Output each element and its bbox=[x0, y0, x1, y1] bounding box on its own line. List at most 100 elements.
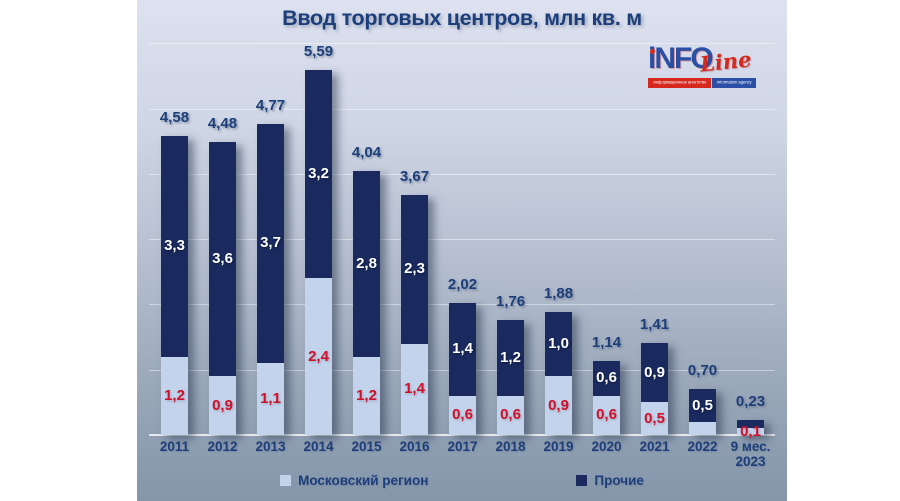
chart-title: Ввод торговых центров, млн кв. м bbox=[282, 6, 642, 30]
bar-others-value-label: 0,5 bbox=[692, 396, 713, 414]
chart-legend: Московский регион Прочие bbox=[137, 473, 787, 488]
bar-segment-others bbox=[161, 135, 188, 357]
gridline bbox=[149, 43, 775, 45]
bar-others-value-label: 3,7 bbox=[260, 234, 281, 252]
bar-total-label: 1,14 bbox=[591, 333, 622, 351]
x-axis-category-label: 2013 bbox=[255, 439, 286, 454]
bar-total-label: 0,70 bbox=[687, 362, 718, 380]
infoline-logo: iNFO Line информационное агентство infor… bbox=[648, 42, 764, 92]
bar-9-мес.-2023 bbox=[737, 419, 764, 435]
bar-2019 bbox=[545, 312, 572, 435]
bar-others-value-label: 0,9 bbox=[644, 363, 665, 381]
bar-segment-moscow-region bbox=[449, 395, 476, 435]
legend-label-moscow-region: Московский регион bbox=[298, 473, 429, 488]
bar-segment-others bbox=[737, 419, 764, 429]
legend-entry-others: Прочие bbox=[576, 473, 644, 488]
x-axis-category-label: 2018 bbox=[495, 439, 526, 454]
bar-2018 bbox=[497, 320, 524, 435]
bar-moscow-value-label: 2,4 bbox=[308, 347, 329, 365]
gridline bbox=[149, 239, 775, 241]
legend-entry-moscow-region: Московский регион bbox=[280, 473, 428, 488]
bar-2021 bbox=[641, 342, 668, 435]
bar-segment-moscow-region bbox=[641, 402, 668, 435]
infoline-logo-banner: информационное агентство information age… bbox=[648, 78, 756, 88]
bar-moscow-value-label: 0,5 bbox=[644, 409, 665, 427]
bar-moscow-value-label: 0,6 bbox=[452, 406, 473, 424]
bar-2016 bbox=[401, 195, 428, 435]
infoline-tagline-ru: информационное агентство bbox=[648, 78, 711, 88]
bar-others-value-label: 0,6 bbox=[596, 369, 617, 387]
bar-2017 bbox=[449, 303, 476, 435]
bar-segment-moscow-region bbox=[593, 395, 620, 435]
bar-others-value-label: 1,2 bbox=[500, 348, 521, 366]
bar-moscow-value-label: 1,2 bbox=[356, 386, 377, 404]
bar-total-label: 4,04 bbox=[351, 144, 382, 162]
bar-segment-moscow-region bbox=[161, 356, 188, 435]
bar-segment-moscow-region bbox=[209, 376, 236, 435]
bar-2014 bbox=[305, 69, 332, 435]
bar-others-value-label: 1,0 bbox=[548, 335, 569, 353]
x-axis-line bbox=[149, 434, 775, 436]
bar-moscow-value-label: 0,6 bbox=[596, 406, 617, 424]
bar-total-label: 4,77 bbox=[255, 96, 286, 114]
chart-panel: Ввод торговых центров, млн кв. м iNFO Li… bbox=[137, 0, 787, 501]
bar-segment-moscow-region bbox=[737, 428, 764, 435]
bar-total-label: 1,76 bbox=[495, 293, 526, 311]
bar-segment-moscow-region bbox=[497, 395, 524, 435]
bar-segment-others bbox=[209, 142, 236, 377]
bar-2011 bbox=[161, 135, 188, 435]
bar-moscow-value-label: 1,1 bbox=[260, 390, 281, 408]
infoline-logo-i-dot bbox=[650, 49, 655, 54]
infoline-tagline-en: information agency bbox=[712, 78, 756, 88]
bar-segment-others bbox=[305, 69, 332, 279]
bar-others-value-label: 3,3 bbox=[164, 237, 185, 255]
bar-2015 bbox=[353, 171, 380, 435]
bar-moscow-value-label: 0,1 bbox=[740, 422, 761, 440]
bar-total-label: 2,02 bbox=[447, 276, 478, 294]
gridline bbox=[149, 173, 775, 175]
bar-total-label: 1,41 bbox=[639, 315, 670, 333]
x-axis-category-label: 2012 bbox=[207, 439, 238, 454]
bar-others-value-label: 3,2 bbox=[308, 165, 329, 183]
bar-moscow-value-label: 1,2 bbox=[164, 386, 185, 404]
x-axis-category-label: 2020 bbox=[591, 439, 622, 454]
x-axis-category-label: 2017 bbox=[447, 439, 478, 454]
bar-2012 bbox=[209, 142, 236, 435]
bar-total-label: 4,58 bbox=[159, 108, 190, 126]
bar-2020 bbox=[593, 360, 620, 435]
bar-others-value-label: 2,3 bbox=[404, 260, 425, 278]
bar-segment-moscow-region bbox=[401, 343, 428, 435]
bar-segment-others bbox=[641, 342, 668, 403]
x-axis-category-label: 2022 bbox=[687, 439, 718, 454]
legend-label-others: Прочие bbox=[594, 473, 644, 488]
bar-total-label: 0,23 bbox=[735, 392, 766, 410]
bar-others-value-label: 3,6 bbox=[212, 250, 233, 268]
bar-segment-others bbox=[401, 195, 428, 344]
x-axis-category-label: 2016 bbox=[399, 439, 430, 454]
bar-segment-others bbox=[449, 303, 476, 396]
bar-total-label: 4,48 bbox=[207, 115, 238, 133]
bar-segment-moscow-region bbox=[305, 278, 332, 435]
x-axis-category-label: 2021 bbox=[639, 439, 670, 454]
bar-moscow-value-label: 0,9 bbox=[212, 396, 233, 414]
bar-segment-moscow-region bbox=[545, 376, 572, 435]
x-axis-category-label: 9 мес. 2023 bbox=[730, 439, 771, 469]
legend-swatch-others bbox=[576, 475, 588, 486]
gridline bbox=[149, 108, 775, 110]
infoline-logo-wordmark: iNFO Line bbox=[648, 42, 764, 79]
x-axis-category-label: 2014 bbox=[303, 439, 334, 454]
x-axis-category-label: 2019 bbox=[543, 439, 574, 454]
bar-segment-moscow-region bbox=[689, 421, 716, 435]
bar-moscow-value-label: 1,4 bbox=[404, 380, 425, 398]
bar-others-value-label: 1,4 bbox=[452, 340, 473, 358]
bar-segment-moscow-region bbox=[353, 356, 380, 435]
bar-total-label: 1,88 bbox=[543, 285, 574, 303]
bar-moscow-value-label: 0,6 bbox=[500, 406, 521, 424]
bar-segment-others bbox=[593, 360, 620, 396]
bar-segment-others bbox=[545, 312, 572, 377]
bar-segment-others bbox=[689, 389, 716, 422]
bar-total-label: 3,67 bbox=[399, 168, 430, 186]
bar-moscow-value-label: 0,9 bbox=[548, 396, 569, 414]
x-axis-category-label: 2015 bbox=[351, 439, 382, 454]
